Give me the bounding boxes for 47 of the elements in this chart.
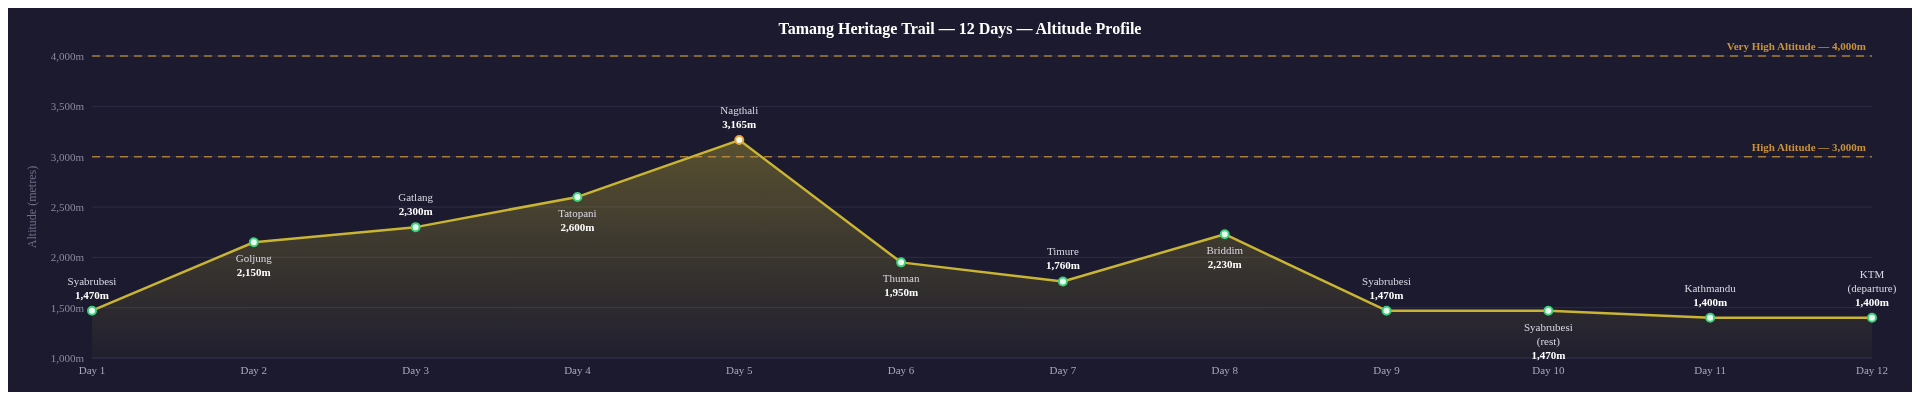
x-tick-label: Day 11 bbox=[1694, 363, 1727, 376]
x-tick-label: Day 1 bbox=[78, 363, 106, 376]
data-label: 2,300m bbox=[398, 205, 433, 218]
data-label: 1,470m bbox=[1531, 348, 1566, 361]
data-label: 2,600m bbox=[560, 220, 595, 233]
data-label: 3,165m bbox=[722, 118, 757, 131]
x-tick-label: Day 12 bbox=[1855, 363, 1889, 376]
annotation: Briddim bbox=[1206, 244, 1244, 257]
data-label: 2,150m bbox=[236, 266, 271, 279]
x-tick-label: Day 5 bbox=[725, 363, 754, 376]
data-label: 1,760m bbox=[1045, 259, 1080, 272]
annotation: KTM (departure) bbox=[1847, 267, 1897, 295]
data-label: 1,470m bbox=[75, 288, 109, 301]
y-tick-label: 3,500m bbox=[50, 100, 85, 113]
data-label: 1,400m bbox=[1855, 295, 1889, 308]
x-tick-label: Day 3 bbox=[402, 363, 430, 376]
data-label: 1,950m bbox=[884, 286, 919, 299]
annotation: Thuman bbox=[882, 272, 920, 285]
annotation: Syabrubesi bbox=[1362, 274, 1411, 287]
y-axis-title: Altitude (metres) bbox=[25, 165, 40, 249]
annotation: Goljung bbox=[235, 252, 273, 265]
y-tick-label: 1,000m bbox=[50, 351, 85, 364]
y-tick-label: 3,000m bbox=[50, 150, 85, 163]
x-tick-label: Day 7 bbox=[1049, 363, 1077, 376]
ref-line-label: High Altitude — 3,000m bbox=[1751, 140, 1866, 153]
x-tick-label: Day 10 bbox=[1532, 363, 1565, 376]
annotation: Kathmandu bbox=[1684, 281, 1737, 294]
x-tick-label: Day 2 bbox=[240, 363, 268, 376]
x-tick-label: Day 4 bbox=[564, 363, 592, 376]
annotation: Nagthali bbox=[720, 104, 759, 117]
annotation: Gatlang bbox=[398, 191, 434, 204]
data-label: 1,470m bbox=[1369, 288, 1404, 301]
y-tick-label: 2,500m bbox=[50, 200, 85, 213]
annotation: Syabrubesi (rest) bbox=[1523, 320, 1573, 348]
chart-title: Tamang Heritage Trail — 12 Days — Altitude Profile bbox=[777, 20, 1143, 38]
annotation: Timure bbox=[1046, 245, 1080, 258]
annotation: Tatopani bbox=[558, 206, 597, 219]
data-label: 2,230m bbox=[1207, 258, 1242, 271]
x-tick-label: Day 9 bbox=[1373, 363, 1401, 376]
y-tick-label: 4,000m bbox=[50, 49, 85, 62]
ref-line-label: Very High Altitude — 4,000m bbox=[1726, 40, 1866, 52]
x-tick-label: Day 6 bbox=[887, 363, 915, 376]
y-tick-label: 2,000m bbox=[50, 251, 85, 264]
x-tick-label: Day 8 bbox=[1211, 363, 1239, 376]
annotation: Syabrubesi bbox=[67, 274, 117, 287]
y-tick-label: 1,500m bbox=[50, 301, 85, 314]
data-label: 1,400m bbox=[1693, 295, 1728, 308]
